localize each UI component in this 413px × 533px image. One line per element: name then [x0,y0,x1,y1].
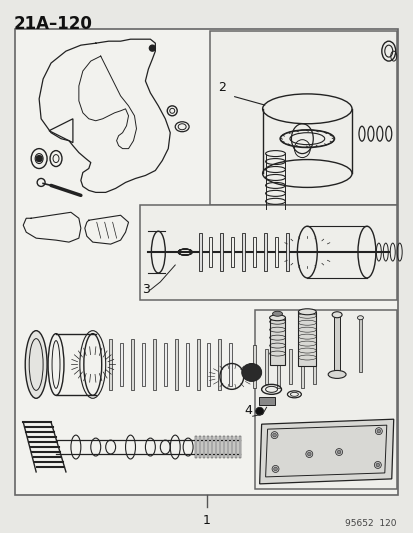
Text: 2: 2 [217,81,225,94]
Bar [242,233,244,271]
Bar [142,343,145,386]
Bar [238,436,240,458]
Bar [211,436,212,458]
Bar [15,29,397,495]
Bar [258,397,274,405]
Circle shape [272,433,275,437]
Bar [358,318,361,373]
Bar [131,338,134,390]
Ellipse shape [356,316,363,320]
Ellipse shape [25,330,47,398]
Circle shape [149,45,155,51]
Bar [229,343,232,386]
Bar [202,436,204,458]
Circle shape [375,463,379,467]
Bar [231,237,234,267]
Text: 4: 4 [244,404,252,417]
Bar [300,345,303,389]
Bar [312,349,315,384]
Ellipse shape [331,312,341,318]
Text: 95652  120: 95652 120 [344,519,396,528]
Circle shape [271,432,278,439]
Polygon shape [254,310,396,489]
Polygon shape [259,419,393,484]
Polygon shape [140,205,396,300]
Bar [234,436,236,458]
Circle shape [335,449,342,456]
Bar [333,315,339,375]
Bar [285,233,288,271]
Circle shape [375,427,381,434]
Bar [174,338,177,390]
Bar [298,312,316,367]
Circle shape [36,156,42,161]
Bar [207,343,210,386]
Bar [209,237,212,267]
Bar [253,345,256,389]
Ellipse shape [241,364,261,382]
Bar [276,345,279,389]
Circle shape [307,452,310,456]
Bar [253,237,256,267]
Bar [120,343,123,386]
Bar [218,436,221,458]
Text: 1: 1 [202,514,211,527]
Circle shape [271,465,278,472]
Polygon shape [209,31,396,205]
Bar [164,343,166,386]
Ellipse shape [328,370,345,378]
Bar [198,233,201,271]
Bar [220,233,223,271]
Bar [269,318,285,366]
Bar [222,436,224,458]
Bar [199,436,201,458]
Bar [195,436,197,458]
Text: 3: 3 [142,283,150,296]
Bar [264,349,268,384]
Text: 21A–120: 21A–120 [13,15,92,34]
Bar [230,436,232,458]
Bar [196,338,199,390]
Bar [185,343,188,386]
Bar [288,349,291,384]
Ellipse shape [269,315,285,321]
Bar [214,436,216,458]
Bar [226,436,228,458]
Circle shape [376,430,380,433]
Bar [206,436,209,458]
Ellipse shape [272,311,282,316]
Bar [109,338,112,390]
Ellipse shape [298,309,316,315]
Circle shape [305,450,312,457]
Bar [274,237,278,267]
Circle shape [273,467,277,471]
Circle shape [373,462,380,469]
Bar [263,233,266,271]
Circle shape [255,407,263,415]
Bar [218,338,221,390]
Bar [152,338,155,390]
Circle shape [337,450,340,454]
